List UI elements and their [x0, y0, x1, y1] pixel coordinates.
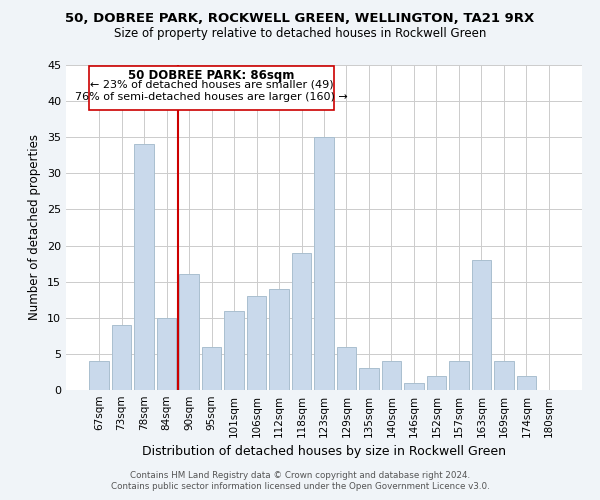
Bar: [449, 361, 469, 390]
Text: ← 23% of detached houses are smaller (49): ← 23% of detached houses are smaller (49…: [89, 80, 334, 90]
Bar: [224, 310, 244, 390]
Y-axis label: Number of detached properties: Number of detached properties: [28, 134, 41, 320]
Bar: [269, 289, 289, 390]
Text: 50 DOBREE PARK: 86sqm: 50 DOBREE PARK: 86sqm: [128, 68, 295, 82]
Text: Size of property relative to detached houses in Rockwell Green: Size of property relative to detached ho…: [114, 28, 486, 40]
Text: Contains HM Land Registry data © Crown copyright and database right 2024.: Contains HM Land Registry data © Crown c…: [130, 471, 470, 480]
Bar: [494, 361, 514, 390]
Bar: [292, 253, 311, 390]
Bar: [202, 346, 221, 390]
Bar: [157, 318, 176, 390]
Bar: [517, 376, 536, 390]
X-axis label: Distribution of detached houses by size in Rockwell Green: Distribution of detached houses by size …: [142, 446, 506, 458]
FancyBboxPatch shape: [89, 66, 334, 110]
Bar: [112, 325, 131, 390]
Bar: [404, 383, 424, 390]
Text: Contains public sector information licensed under the Open Government Licence v3: Contains public sector information licen…: [110, 482, 490, 491]
Bar: [89, 361, 109, 390]
Bar: [247, 296, 266, 390]
Bar: [427, 376, 446, 390]
Bar: [314, 137, 334, 390]
Bar: [472, 260, 491, 390]
Bar: [134, 144, 154, 390]
Text: 50, DOBREE PARK, ROCKWELL GREEN, WELLINGTON, TA21 9RX: 50, DOBREE PARK, ROCKWELL GREEN, WELLING…: [65, 12, 535, 26]
Bar: [179, 274, 199, 390]
Bar: [337, 346, 356, 390]
Bar: [359, 368, 379, 390]
Text: 76% of semi-detached houses are larger (160) →: 76% of semi-detached houses are larger (…: [75, 92, 348, 102]
Bar: [382, 361, 401, 390]
